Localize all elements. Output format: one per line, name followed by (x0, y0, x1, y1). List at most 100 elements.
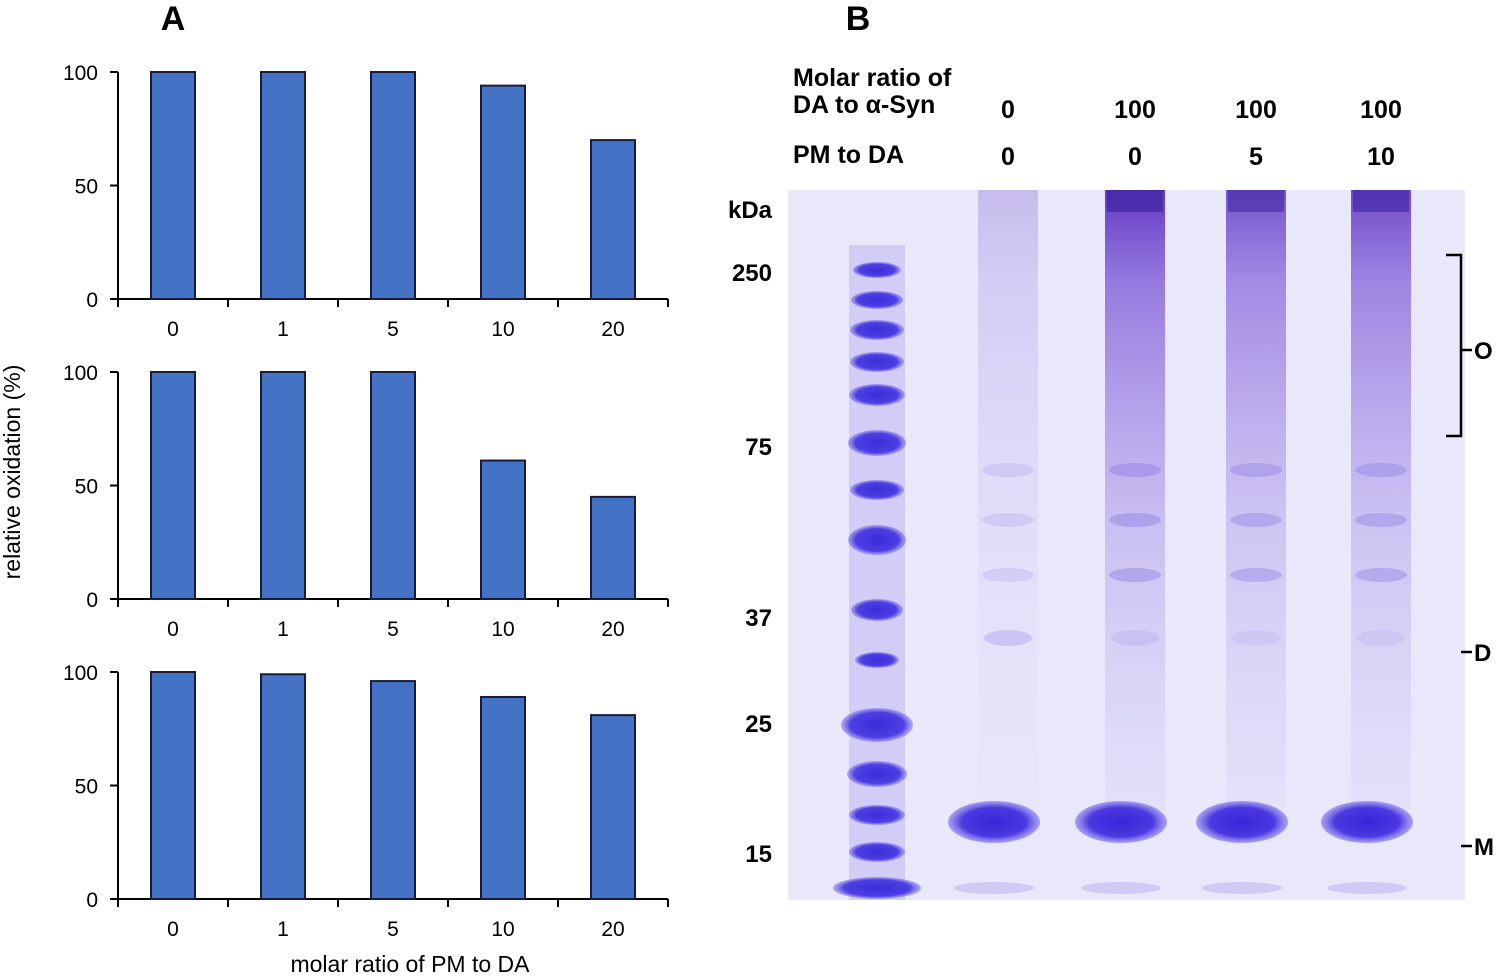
oligomer-band (1109, 568, 1161, 582)
lane-well (1107, 190, 1163, 212)
x-tick-label: 10 (491, 918, 514, 941)
y-tick-label: 0 (86, 289, 98, 312)
ladder-band (855, 652, 899, 668)
oligomer-band (1109, 463, 1161, 477)
bar-0 (150, 71, 196, 300)
bar-10 (480, 695, 526, 900)
oligomer-band (1230, 463, 1282, 477)
x-tick-label: 20 (601, 918, 624, 941)
x-tick-label: 5 (387, 618, 399, 641)
x-tick-label: 10 (491, 318, 514, 341)
y-tick-label: 100 (63, 662, 98, 685)
ladder-band (850, 480, 904, 500)
bar-5 (370, 71, 416, 300)
ladder-band (849, 805, 905, 825)
oligomer-band (1230, 513, 1282, 527)
bar-chart-2: 0 50 100 0 1 5 10 20 (63, 362, 669, 641)
marker-label-15: 15 (745, 841, 772, 868)
x-tick-label: 5 (387, 318, 399, 341)
bar-chart-1: 0 50 100 0 1 5 10 20 (63, 62, 669, 341)
faint-band (1202, 882, 1282, 894)
band-labels: O D M (1461, 338, 1494, 861)
x-tick-label: 20 (601, 618, 624, 641)
panel-label-a: A (161, 0, 186, 38)
lane-da-ratio: 100 (1360, 96, 1402, 124)
bar-10 (480, 84, 526, 301)
marker-label-75: 75 (745, 434, 772, 461)
lane-smear (978, 190, 1038, 810)
ladder-band (849, 384, 905, 406)
y-tick-label: 0 (86, 589, 98, 612)
gel-lanes (833, 190, 1413, 900)
ladder-band (848, 525, 906, 555)
lane-da-ratio: 0 (1001, 96, 1015, 124)
ladder-band (850, 320, 904, 340)
x-tick-label: 10 (491, 618, 514, 641)
oligomer-band (1355, 513, 1407, 527)
faint-band (1081, 882, 1161, 894)
lane-well (1353, 190, 1409, 212)
ladder-band (833, 877, 921, 899)
monomer-band (1075, 801, 1167, 843)
monomer-band (948, 801, 1040, 843)
y-tick-label: 0 (86, 889, 98, 912)
ladder-band (850, 352, 904, 372)
bar-1 (260, 71, 306, 300)
y-tick-label: 50 (75, 476, 98, 499)
dimer-band (1357, 630, 1405, 646)
x-tick-label: 0 (167, 318, 179, 341)
faint-band (954, 882, 1034, 894)
y-tick-label: 100 (63, 362, 98, 385)
bar-20 (590, 139, 636, 300)
lane-da-ratio: 100 (1114, 96, 1156, 124)
oligomer-band (982, 513, 1034, 527)
x-tick-label: 5 (387, 918, 399, 941)
marker-label-25: 25 (745, 711, 772, 738)
band-label-D: D (1474, 640, 1491, 667)
lane-smear (1226, 190, 1286, 810)
ladder-band (853, 262, 901, 278)
gel-header-pm: PM to DA (793, 141, 904, 169)
lane-pm-ratio: 10 (1367, 143, 1395, 171)
band-label-O: O (1474, 338, 1493, 365)
lane-smear (1351, 190, 1411, 810)
panel-a-charts: 0 50 100 0 1 5 10 20 0 50 100 0 1 5 10 20 0 50 100 0 1 5 10 20 (63, 62, 669, 941)
bar-0 (150, 671, 196, 900)
lane-smear (1105, 190, 1165, 810)
x-tick-label: 1 (277, 918, 289, 941)
marker-label-37: 37 (745, 605, 772, 632)
ladder-band (849, 842, 905, 862)
bar-5 (370, 680, 416, 901)
ladder-lane (849, 245, 905, 900)
y-tick-label: 50 (75, 176, 98, 199)
dimer-band (1111, 630, 1159, 646)
band-label-M: M (1474, 834, 1494, 861)
gel-header-ratio-line2: DA to α-Syn (793, 91, 935, 119)
oligomer-band (982, 568, 1034, 582)
y-tick-label: 100 (63, 62, 98, 85)
dimer-band (1232, 630, 1280, 646)
x-axis-label: molar ratio of PM to DA (290, 951, 530, 977)
oligomer-band (1109, 513, 1161, 527)
oligomer-band (1355, 568, 1407, 582)
bar-20 (590, 495, 636, 601)
bar-5 (370, 371, 416, 600)
ladder-band (847, 761, 907, 787)
bar-1 (260, 371, 306, 600)
marker-labels: 250 75 37 25 15 (732, 260, 772, 868)
x-tick-label: 20 (601, 318, 624, 341)
oligomer-band (1230, 568, 1282, 582)
lane-pm-ratio: 0 (1128, 143, 1142, 171)
x-tick-label: 0 (167, 618, 179, 641)
bar-20 (590, 714, 636, 900)
ladder-band (841, 708, 913, 742)
ladder-band (851, 291, 903, 309)
gel-header-ratio-line1: Molar ratio of (793, 64, 952, 92)
y-tick-label: 50 (75, 776, 98, 799)
x-tick-label: 1 (277, 318, 289, 341)
bar-1 (260, 673, 306, 901)
panel-label-b: B (846, 0, 871, 38)
lane-pm-ratio: 5 (1249, 143, 1263, 171)
x-tick-label: 0 (167, 918, 179, 941)
